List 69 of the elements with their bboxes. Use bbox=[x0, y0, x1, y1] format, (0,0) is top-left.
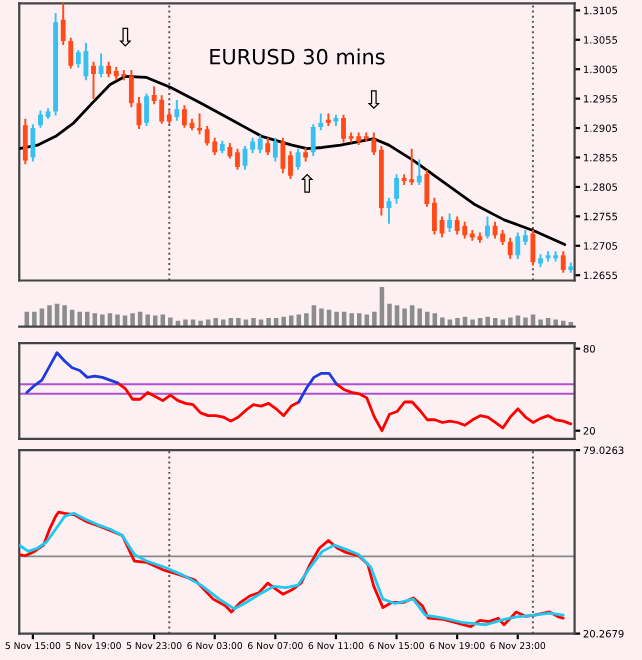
candlestick bbox=[310, 124, 316, 157]
bar bbox=[32, 311, 37, 327]
bar bbox=[266, 317, 271, 327]
candlestick bbox=[560, 251, 566, 273]
candlestick bbox=[182, 105, 187, 128]
bar bbox=[538, 319, 543, 327]
candlestick bbox=[144, 93, 149, 127]
bar bbox=[508, 317, 513, 327]
text: EURUSD 30 mins bbox=[210, 48, 385, 65]
candlestick bbox=[341, 114, 346, 143]
bar bbox=[168, 317, 173, 327]
candlestick bbox=[409, 148, 415, 185]
candlestick bbox=[68, 37, 74, 69]
candlestick bbox=[515, 232, 521, 260]
bar bbox=[115, 314, 120, 327]
candlestick bbox=[128, 70, 134, 108]
bar bbox=[62, 305, 67, 327]
candlestick bbox=[394, 174, 399, 204]
candlestick bbox=[159, 95, 165, 124]
candlestick bbox=[22, 118, 28, 165]
bar bbox=[523, 317, 528, 327]
bar bbox=[356, 313, 362, 327]
bar bbox=[251, 317, 256, 327]
candlestick bbox=[197, 113, 202, 135]
bar bbox=[319, 308, 324, 327]
candlestick bbox=[401, 174, 407, 185]
bar bbox=[304, 313, 309, 327]
bar bbox=[100, 314, 105, 327]
bar bbox=[152, 315, 158, 327]
candlestick bbox=[30, 124, 36, 162]
bar bbox=[183, 319, 188, 327]
bar bbox=[485, 316, 490, 327]
annotation: ⇧ bbox=[300, 173, 314, 193]
bar bbox=[334, 311, 339, 327]
bar bbox=[560, 320, 566, 327]
candlestick bbox=[272, 137, 278, 162]
bar bbox=[402, 308, 407, 327]
bar bbox=[77, 311, 82, 327]
candlestick bbox=[530, 230, 536, 266]
bar bbox=[417, 308, 422, 327]
bar bbox=[220, 319, 226, 327]
candlestick bbox=[416, 159, 422, 185]
bar bbox=[492, 317, 498, 327]
candlestick bbox=[174, 100, 180, 121]
candlestick bbox=[60, 3, 66, 45]
bar bbox=[455, 317, 460, 327]
bar bbox=[424, 311, 430, 327]
bar bbox=[130, 313, 135, 327]
bar bbox=[145, 314, 150, 327]
candlestick bbox=[485, 216, 490, 239]
bar bbox=[288, 315, 294, 327]
bar bbox=[236, 317, 241, 327]
bar bbox=[349, 313, 354, 327]
candlestick bbox=[280, 137, 286, 174]
bar bbox=[213, 317, 218, 327]
bar bbox=[84, 311, 90, 327]
bar bbox=[440, 317, 445, 327]
candlestick bbox=[507, 237, 513, 260]
bar bbox=[47, 305, 52, 327]
bar bbox=[553, 319, 558, 327]
bar bbox=[281, 316, 286, 327]
candlestick bbox=[235, 148, 240, 170]
candlestick bbox=[98, 53, 104, 78]
bar bbox=[470, 319, 475, 327]
annotation: ⇩ bbox=[367, 90, 381, 110]
annotation: ⇩ bbox=[119, 27, 132, 47]
candlestick bbox=[121, 70, 127, 81]
bar bbox=[198, 320, 203, 327]
candlestick bbox=[91, 61, 96, 100]
